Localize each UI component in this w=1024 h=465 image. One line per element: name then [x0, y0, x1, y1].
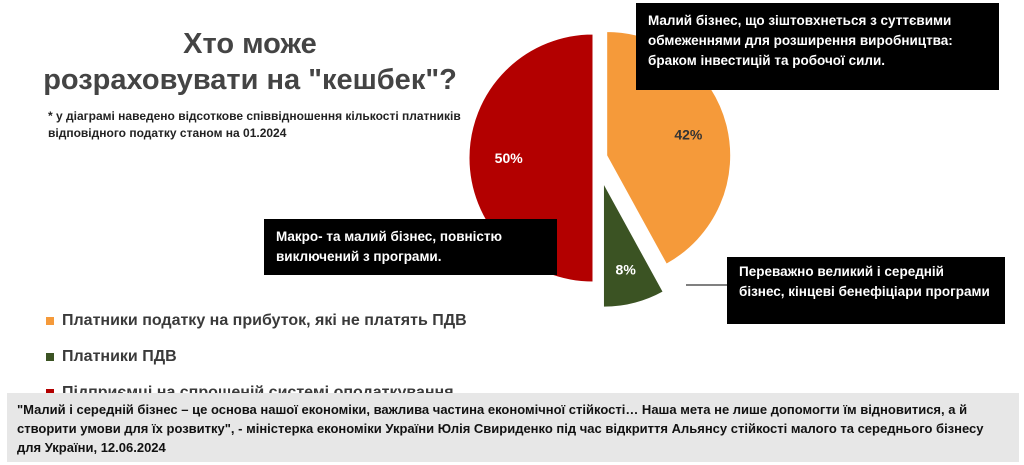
quote-box: "Малий і середній бізнес – це основа наш… [7, 393, 1019, 462]
pie-slice-vat [602, 182, 664, 308]
chart-note: * у діаграмі наведено відсоткове співвід… [48, 109, 461, 140]
pie-slice-simplified-label: 50% [495, 150, 524, 166]
legend-item-profit-tax: Платники податку на прибуток, які не пла… [46, 303, 467, 339]
pie-slice-vat-label: 8% [616, 262, 637, 278]
chart-title: Хто може розраховувати на "кешбек"? [40, 26, 460, 98]
callout-small-business: Малий бізнес, що зіштовхнеться з суттєви… [636, 3, 999, 90]
pie-slice-profit-tax-label: 42% [674, 127, 703, 143]
callout-large-business: Переважно великий і середній бізнес, кін… [727, 257, 1005, 324]
legend-label: Платники податку на прибуток, які не пла… [62, 312, 467, 329]
legend-swatch [46, 317, 54, 325]
callout-excluded-business: Макро- та малий бізнес, повністю виключе… [264, 219, 557, 275]
legend-swatch [46, 353, 54, 361]
title-line-2: розраховувати на "кешбек"? [43, 64, 457, 96]
legend-item-vat: Платники ПДВ [46, 339, 467, 375]
legend-label: Платники ПДВ [62, 348, 177, 365]
title-line-1: Хто може [183, 28, 317, 60]
